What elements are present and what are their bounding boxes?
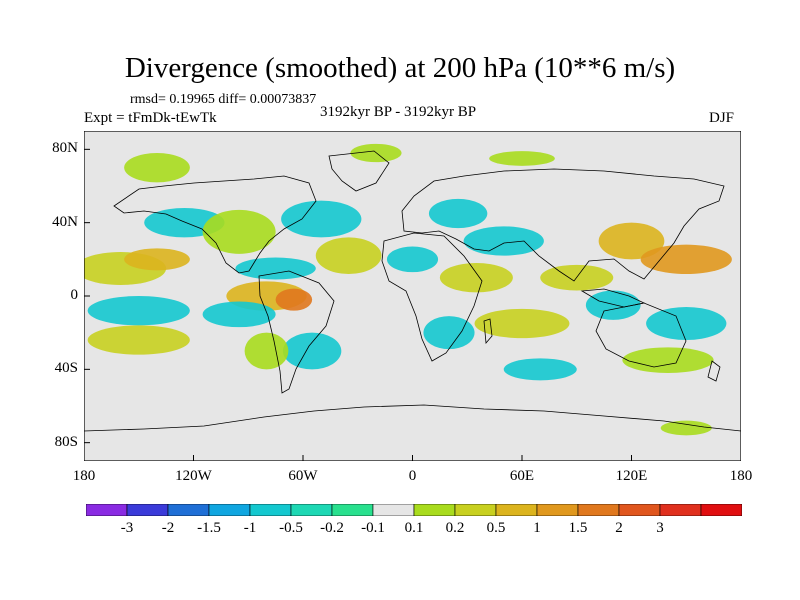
colorbar-swatch <box>86 504 128 516</box>
field-patch <box>503 358 577 381</box>
map-title: Divergence (smoothed) at 200 hPa (10**6 … <box>124 52 676 84</box>
x-tick-label: 120E <box>615 468 648 484</box>
field-patch <box>439 263 513 293</box>
coast-new-zealand <box>707 360 721 382</box>
x-tick-label: 60W <box>288 468 318 484</box>
field-patch <box>87 296 190 326</box>
x-tick-label: 180 <box>72 468 96 484</box>
colorbar-label: 0.2 <box>445 520 465 536</box>
coast-north-america <box>113 175 317 274</box>
colorbar-swatch <box>208 504 251 516</box>
field-patch <box>428 198 488 229</box>
colorbar-swatch <box>700 504 742 516</box>
coast-africa <box>381 232 483 362</box>
colorbar-swatch <box>454 504 497 516</box>
coast-madagascar <box>483 318 493 344</box>
field-patch <box>202 209 276 254</box>
field-patch <box>275 288 313 311</box>
stats-label: rmsd= 0.19965 diff= 0.00073837 <box>130 92 317 107</box>
coastlines <box>84 150 741 432</box>
field-patch <box>87 325 190 355</box>
colorbar-label: 1.5 <box>568 520 588 536</box>
x-tick-label: 120W <box>175 468 212 484</box>
x-tick-label: 0 <box>408 468 417 484</box>
map-background <box>84 131 741 461</box>
field-patch <box>423 316 475 350</box>
colorbar-swatch <box>618 504 661 516</box>
coast-south-america <box>258 270 335 394</box>
colorbar-swatch <box>126 504 169 516</box>
field-patch <box>202 301 276 328</box>
colorbar-swatch <box>577 504 620 516</box>
y-tick-label: 0 <box>70 287 79 303</box>
colorbar-label: -1 <box>243 520 257 536</box>
colorbar-label: -3 <box>120 520 134 536</box>
colorbar <box>86 504 742 516</box>
field-patches <box>84 143 732 436</box>
field-patch <box>598 222 665 260</box>
colorbar-label: 0.1 <box>404 520 424 536</box>
field-patch <box>474 308 570 339</box>
field-patch <box>463 226 544 256</box>
x-tick-label: 180 <box>729 468 753 484</box>
field-patch <box>640 244 732 274</box>
y-tick-label: 80N <box>52 140 78 157</box>
colorbar-swatch <box>413 504 456 516</box>
field-patch <box>646 307 727 340</box>
colorbar-label: -2 <box>161 520 175 536</box>
colorbar-label: -0.5 <box>279 520 303 536</box>
field-patch <box>386 246 439 273</box>
field-patch <box>235 257 316 280</box>
field-patch <box>489 151 555 166</box>
colorbar-swatch <box>372 504 415 516</box>
colorbar-swatch <box>167 504 210 516</box>
y-tick-label: 40S <box>54 360 78 377</box>
x-tick-label: 60E <box>509 468 535 484</box>
field-patch <box>622 347 714 373</box>
colorbar-swatch <box>536 504 579 516</box>
period-label: 3192kyr BP - 3192kyr BP <box>320 104 477 120</box>
coast-greenland <box>328 150 390 192</box>
colorbar-label: 3 <box>656 520 664 536</box>
colorbar-label: -1.5 <box>197 520 221 536</box>
y-axis-ticks <box>84 148 90 444</box>
x-axis-ticks <box>84 455 741 461</box>
colorbar-swatch <box>290 504 333 516</box>
field-patch <box>244 332 289 370</box>
colorbar-label: 1 <box>533 520 541 536</box>
season-label: DJF <box>709 110 735 126</box>
colorbar-swatch <box>659 504 702 516</box>
colorbar-swatch <box>249 504 292 516</box>
y-tick-label: 40N <box>52 213 78 230</box>
field-patch <box>585 290 641 320</box>
field-patch <box>281 200 362 238</box>
field-patch <box>124 153 190 183</box>
colorbar-label: 2 <box>615 520 623 536</box>
coast-eurasia <box>401 168 725 282</box>
colorbar-label: 0.5 <box>486 520 506 536</box>
field-patch <box>660 420 712 436</box>
colorbar-label: -0.1 <box>361 520 385 536</box>
field-patch <box>282 332 342 370</box>
y-tick-label: 80S <box>54 433 78 450</box>
field-patch <box>315 237 382 274</box>
colorbar-swatch <box>331 504 374 516</box>
map-plot <box>84 131 741 461</box>
colorbar-label: -0.2 <box>320 520 344 536</box>
colorbar-swatch <box>495 504 538 516</box>
experiment-label: Expt = tFmDk-tEwTk <box>84 110 217 126</box>
coast-antarctica <box>84 404 741 432</box>
field-patch <box>124 248 190 271</box>
coast-australia <box>595 302 687 368</box>
